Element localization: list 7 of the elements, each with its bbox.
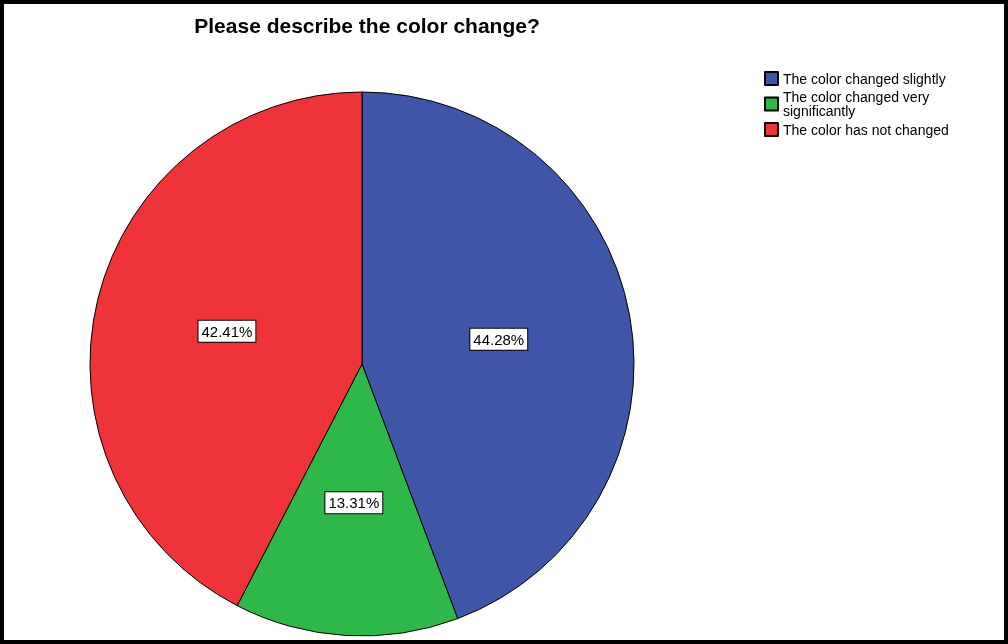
chart-title: Please describe the color change?: [194, 14, 540, 37]
data-label: 13.31%: [328, 494, 380, 512]
legend-label: The color changed very significantly: [783, 89, 934, 119]
legend-label: The color has not changed: [783, 121, 949, 138]
data-label: 42.41%: [201, 322, 253, 340]
legend-label: The color changed slightly: [783, 70, 946, 87]
data-label: 44.28%: [473, 330, 525, 348]
